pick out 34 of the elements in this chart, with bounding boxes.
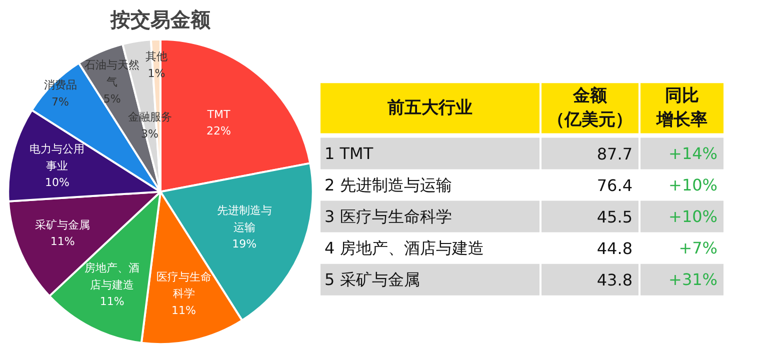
chart-title: 按交易金额 <box>110 8 212 32</box>
text: 4 房地产、酒店与建造 <box>324 238 484 258</box>
text: +10% <box>668 176 718 194</box>
text: +14% <box>668 144 718 163</box>
text: 1 TMT <box>324 144 374 163</box>
slice-label: 采矿与金属 <box>35 218 90 232</box>
data-label: 22% <box>206 124 232 138</box>
text: 3 医疗与生命科学 <box>324 207 452 226</box>
text: +10% <box>668 207 718 226</box>
text: 金额（亿美元） <box>548 86 632 130</box>
slice-label: 消费品 <box>44 78 77 92</box>
data-label: 10% <box>44 176 70 190</box>
data-label: 11% <box>100 295 124 308</box>
text: +7% <box>678 238 718 258</box>
text: 同比增长率 <box>656 86 708 130</box>
slice-label: 先进制造与运输 <box>216 204 272 234</box>
text: 2 先进制造与运输 <box>324 176 452 194</box>
data-label: 11% <box>50 235 75 248</box>
slice-label: 房地产、酒店与建造 <box>84 261 140 292</box>
slice-label: 电力与公用事业 <box>30 142 85 172</box>
text: +31% <box>668 270 718 290</box>
data-label: 11% <box>172 304 196 318</box>
slice-label: 医疗与生命科学 <box>156 270 212 300</box>
data-label: 5% <box>103 92 121 106</box>
text: 76.4 <box>596 176 632 195</box>
text: 45.5 <box>596 208 632 227</box>
text: 87.7 <box>596 144 632 164</box>
data-label: 7% <box>52 96 70 109</box>
data-label: 19% <box>232 238 257 251</box>
slice-label: TMT <box>206 108 231 121</box>
text: 43.8 <box>596 270 632 290</box>
text: 5 采矿与金属 <box>324 270 420 290</box>
text: 前五大行业 <box>386 98 472 118</box>
text: 44.8 <box>596 239 632 258</box>
